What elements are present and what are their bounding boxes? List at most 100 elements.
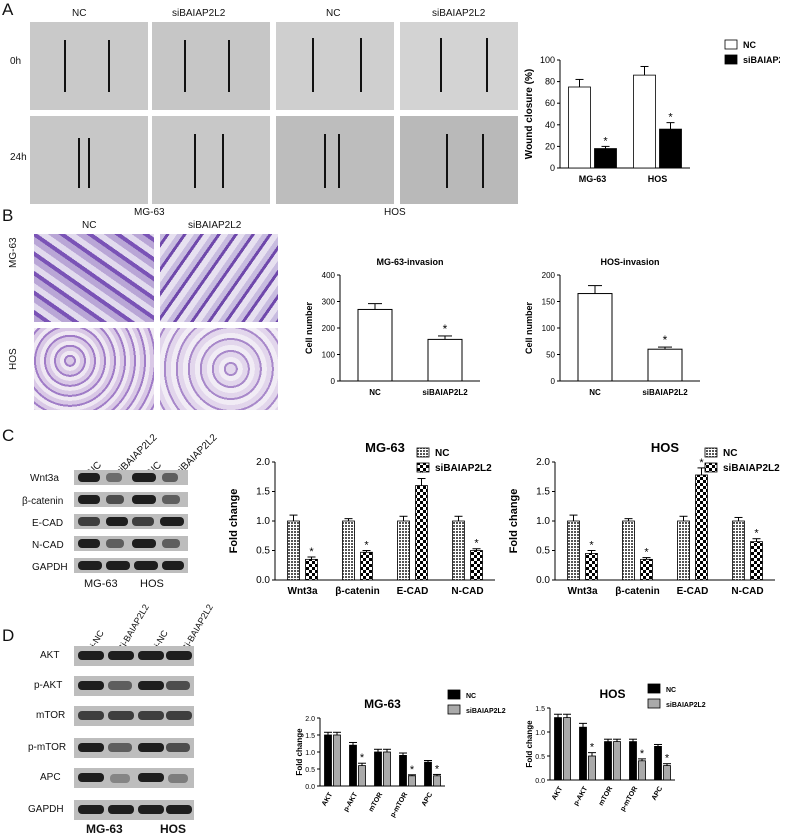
- significance-mark: *: [309, 546, 314, 558]
- chart-wound-closure: 0 20 40 60 80 100 Wound closure (%) * MG-63 * HOS N…: [524, 39, 780, 184]
- significance-mark: *: [640, 748, 645, 760]
- chart-title: MG-63: [365, 440, 405, 455]
- c-group-hos: HOS: [140, 578, 164, 590]
- x-tick-label: β-catenin: [615, 586, 659, 597]
- wound-image-hos-nc-0h: [276, 22, 394, 110]
- legend-label: siBAIAP2L2: [435, 463, 492, 474]
- y-tick-label: 100: [542, 324, 556, 333]
- y-tick-label: 2.0: [256, 457, 270, 468]
- y-axis-label: Fold change: [295, 728, 304, 776]
- y-tick-label: 0.0: [256, 575, 270, 586]
- d-blot-apc: [74, 768, 194, 788]
- significance-mark: *: [410, 764, 415, 776]
- y-tick-label: 2.0: [536, 457, 550, 468]
- y-tick-label: 0.5: [536, 546, 550, 557]
- wound-image-mg63-nc-24h: [30, 116, 148, 204]
- significance-mark: *: [443, 322, 448, 336]
- y-axis-label: Wound closure (%): [524, 69, 535, 159]
- d-blot-mtor: [74, 706, 194, 726]
- x-tick-label: NC: [589, 388, 601, 395]
- x-tick-label: NC: [369, 388, 381, 395]
- y-tick-label: 0.5: [256, 546, 270, 557]
- x-tick-label: p-AKT: [343, 791, 360, 813]
- x-tick-label: APC: [421, 792, 434, 808]
- x-tick-label: N-CAD: [731, 586, 763, 597]
- legend-swatch: [647, 683, 661, 694]
- bar: [629, 741, 637, 781]
- significance-mark: *: [435, 763, 440, 775]
- y-axis-label: Fold change: [228, 489, 240, 554]
- y-axis-label: Cell number: [524, 302, 534, 355]
- legend-label: NC: [435, 448, 449, 459]
- x-tick-label: siBAIAP2L2: [422, 388, 468, 395]
- c-protein-gapdh: GAPDH: [32, 562, 68, 573]
- d-protein-pmtor: p-mTOR: [28, 742, 67, 753]
- legend-swatch: [704, 447, 718, 458]
- invasion-image-hos-si: [160, 328, 278, 410]
- legend-swatch: [724, 54, 738, 65]
- bar: [732, 520, 745, 581]
- bar: [640, 558, 653, 581]
- x-tick-label: p-AKT: [573, 785, 590, 807]
- y-tick-label: 300: [322, 298, 336, 307]
- d-blot-pmtor: [74, 738, 194, 758]
- bar: [604, 741, 612, 781]
- bar: [695, 474, 708, 581]
- y-tick-label: 200: [322, 324, 336, 333]
- panel-label-a: A: [2, 0, 14, 19]
- bar: [415, 485, 428, 581]
- significance-mark: *: [699, 457, 704, 469]
- bar: [567, 520, 580, 581]
- x-tick-label: siBAIAP2L2: [642, 388, 688, 395]
- y-tick-label: 0: [331, 377, 336, 386]
- bar: [633, 74, 656, 169]
- legend-swatch: [416, 447, 430, 458]
- d-blot-gapdh: [74, 800, 194, 820]
- chart-hos-invasion: HOS-invasion 0 50 100 150 200 Cell number NC * si…: [524, 257, 700, 395]
- b-row-label-hos: HOS: [8, 348, 19, 370]
- bar: [654, 746, 662, 781]
- bar: [358, 765, 366, 787]
- significance-mark: *: [603, 135, 608, 147]
- c-protein-ncad: N-CAD: [32, 540, 64, 551]
- y-axis-label: Cell number: [304, 302, 314, 355]
- y-tick-label: 200: [542, 271, 556, 280]
- y-tick-label: 80: [545, 77, 555, 87]
- legend-label: NC: [466, 693, 476, 700]
- panel-label-c: C: [2, 426, 15, 445]
- c-protein-wnt3a: Wnt3a: [30, 473, 59, 484]
- c-blot-ncad: [74, 536, 188, 551]
- wound-image-mg63-si-24h: [152, 116, 270, 204]
- y-tick-label: 1.0: [305, 750, 315, 757]
- y-tick-label: 0.5: [535, 754, 545, 761]
- x-tick-label: AKT: [551, 785, 565, 802]
- significance-mark: *: [590, 742, 595, 754]
- col-label-nc-2: NC: [326, 8, 341, 19]
- bar: [750, 541, 763, 581]
- x-tick-label: AKT: [321, 791, 335, 808]
- legend-swatch: [647, 698, 661, 709]
- significance-mark: *: [665, 753, 670, 765]
- bar: [594, 148, 617, 169]
- row-label-0h: 0h: [10, 56, 22, 67]
- y-tick-label: 1.5: [305, 733, 315, 740]
- x-tick-label: mTOR: [368, 792, 384, 814]
- x-tick-label: p-mTOR: [389, 792, 409, 819]
- y-tick-label: 1.5: [536, 487, 550, 498]
- d-blot-akt: [74, 646, 194, 666]
- bar: [663, 765, 671, 781]
- y-tick-label: 0.0: [536, 575, 550, 586]
- bar: [408, 775, 416, 787]
- bar: [383, 751, 391, 787]
- b-col-label-si: siBAIAP2L2: [188, 220, 242, 231]
- significance-mark: *: [663, 333, 668, 347]
- x-tick-label: mTOR: [598, 786, 614, 808]
- invasion-image-mg63-nc: [34, 234, 154, 322]
- bar: [647, 348, 683, 382]
- invasion-image-hos-nc: [34, 328, 154, 410]
- legend-swatch: [704, 462, 718, 473]
- wound-image-hos-si-0h: [400, 22, 518, 110]
- bar: [470, 550, 483, 581]
- bar: [563, 717, 571, 781]
